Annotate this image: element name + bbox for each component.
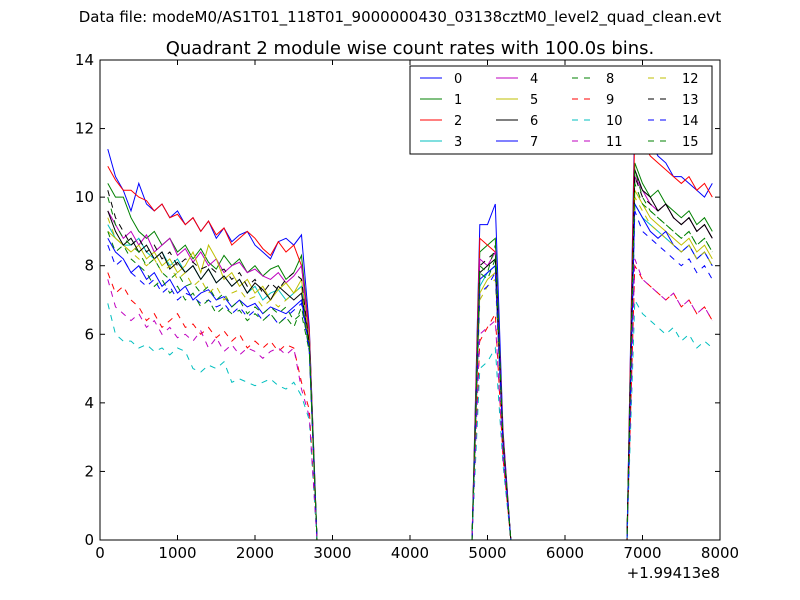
x-tick-label: 4000 bbox=[391, 544, 429, 562]
figure-suptitle: Data file: modeM0/AS1T01_118T01_90000004… bbox=[78, 8, 722, 26]
series-line-0 bbox=[107, 111, 713, 541]
series-line-15 bbox=[107, 183, 713, 541]
legend-label-10: 10 bbox=[606, 114, 623, 129]
x-tick-label: 1000 bbox=[158, 544, 196, 562]
series-line-13 bbox=[107, 176, 713, 541]
series-layer bbox=[107, 111, 713, 541]
series-line-10 bbox=[107, 298, 713, 541]
legend-label-0: 0 bbox=[454, 72, 462, 87]
y-tick-label: 4 bbox=[84, 394, 94, 412]
ticks-layer: 0 1000 2000 3000 4000 5000 6000 7000 80000246810… bbox=[75, 51, 739, 562]
y-tick-label: 6 bbox=[84, 325, 94, 343]
series-line-4 bbox=[107, 174, 713, 541]
y-tick-label: 2 bbox=[84, 462, 94, 480]
series-line-14 bbox=[107, 210, 713, 541]
legend-label-12: 12 bbox=[682, 72, 699, 87]
y-tick-label: 8 bbox=[84, 257, 94, 275]
x-offset-label: +1.99413e8 bbox=[627, 564, 720, 582]
series-line-1 bbox=[107, 162, 713, 541]
legend-label-5: 5 bbox=[530, 93, 538, 108]
x-tick-label: 8000 bbox=[701, 544, 739, 562]
x-tick-label: 0 bbox=[95, 544, 105, 562]
y-tick-label: 14 bbox=[75, 51, 94, 69]
legend-label-1: 1 bbox=[454, 93, 462, 108]
legend-label-13: 13 bbox=[682, 93, 699, 108]
legend-label-14: 14 bbox=[682, 114, 699, 129]
series-line-6 bbox=[107, 169, 713, 541]
x-tick-label: 5000 bbox=[468, 544, 506, 562]
legend-label-8: 8 bbox=[606, 72, 614, 87]
legend-label-9: 9 bbox=[606, 93, 614, 108]
series-line-2 bbox=[107, 126, 713, 541]
y-tick-label: 12 bbox=[75, 120, 94, 138]
legend-label-4: 4 bbox=[530, 72, 538, 87]
legend-label-2: 2 bbox=[454, 114, 462, 129]
y-tick-label: 10 bbox=[75, 188, 94, 206]
series-line-12 bbox=[107, 195, 713, 541]
series-line-8 bbox=[107, 169, 713, 541]
x-tick-label: 3000 bbox=[313, 544, 351, 562]
x-tick-label: 2000 bbox=[236, 544, 274, 562]
legend-frame bbox=[409, 65, 713, 155]
legend-label-3: 3 bbox=[454, 135, 462, 150]
y-tick-label: 0 bbox=[84, 531, 94, 549]
chart-title: Quadrant 2 module wise count rates with … bbox=[166, 38, 655, 59]
x-tick-label: 6000 bbox=[546, 544, 584, 562]
legend-label-11: 11 bbox=[606, 135, 623, 150]
legend-label-6: 6 bbox=[530, 114, 538, 129]
legend-label-15: 15 bbox=[682, 135, 699, 150]
x-tick-label: 7000 bbox=[623, 544, 661, 562]
series-line-5 bbox=[107, 188, 713, 541]
legend-label-7: 7 bbox=[530, 135, 538, 150]
series-line-9 bbox=[107, 263, 713, 541]
